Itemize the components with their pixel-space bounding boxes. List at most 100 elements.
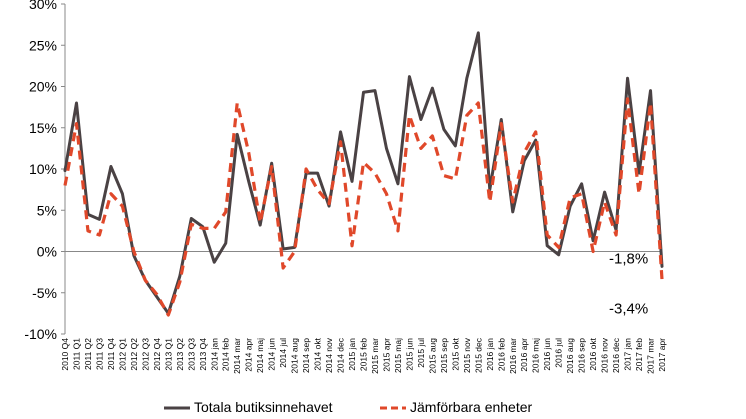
x-tick-label: 2016 okt [588,337,598,370]
data-point [270,162,272,164]
data-point [374,89,376,91]
x-tick-label: 2015 nov [462,337,472,373]
data-point [557,254,559,256]
data-point [328,205,330,207]
data-point [592,250,594,252]
data-point [661,265,663,267]
x-tick-label: 2013 Q4 [198,338,208,371]
data-point [98,218,100,220]
data-point [179,275,181,277]
x-tick-label: 2014 jul [278,338,288,368]
x-tick-label: 2011 Q1 [71,338,81,370]
data-point [64,169,66,171]
end-value-annotation: -1,8% [609,250,648,267]
legend-label: Jämförbara enheter [410,399,533,415]
data-point [110,193,112,195]
x-tick-label: 2015 okt [450,337,460,370]
x-tick-label: 2016 sep [577,338,587,373]
data-point [546,234,548,236]
data-point [339,141,341,143]
x-tick-label: 2016 mar [508,338,518,374]
x-tick-label: 2012 Q3 [140,338,150,371]
end-value-annotation: -3,4% [609,301,648,318]
x-tick-label: 2014 nov [324,337,334,373]
data-point [649,89,651,91]
data-point [156,293,158,295]
data-point [580,193,582,195]
data-point [202,227,204,229]
x-tick-label: 2016 maj [531,338,541,373]
data-point [500,122,502,124]
x-tick-label: 2014 sep [301,338,311,373]
x-tick-label: 2015 jan [347,338,357,371]
x-tick-label: 2014 jan [209,338,219,371]
data-point [477,102,479,104]
x-tick-label: 2015 aug [427,338,437,374]
data-point [385,147,387,149]
data-point [236,102,238,104]
y-tick-label: 15% [29,120,57,136]
data-point [362,91,364,93]
data-point [110,165,112,167]
x-tick-label: 2017 mar [646,338,656,374]
x-tick-label: 2013 Q3 [186,338,196,371]
data-point [270,165,272,167]
x-tick-label: 2016 jul [554,338,564,368]
y-tick-label: 30% [29,0,57,12]
x-tick-label: 2016 jun [542,338,552,371]
data-point [500,118,502,120]
data-point [512,201,514,203]
data-point [615,234,617,236]
data-point [408,114,410,116]
x-tick-label: 2017 apr [657,338,667,372]
x-tick-label: 2014 okt [313,337,323,370]
data-point [420,147,422,149]
data-point [316,172,318,174]
data-point [546,245,548,247]
data-point [167,314,169,316]
x-tick-label: 2016 jan [485,338,495,371]
x-tick-label: 2017 feb [634,338,644,371]
data-point [156,296,158,298]
data-point [408,75,410,77]
data-point [603,191,605,193]
x-tick-label: 2016 aug [565,338,575,374]
series-line-jamforbara [63,97,664,317]
data-point [397,230,399,232]
y-tick-label: 5% [37,202,57,218]
x-tick-label: 2014 dec [336,337,346,373]
data-point [443,174,445,176]
data-point [661,278,663,280]
annotations: -1,8% -3,4% [609,250,648,317]
x-tick-label: 2015 mar [370,338,380,374]
data-point [362,161,364,163]
data-point [466,114,468,116]
x-tick-label: 2016 feb [496,338,506,371]
data-point [649,102,651,104]
x-tick-label: 2014 jun [267,338,277,371]
x-tick-label: 2014 aug [290,338,300,374]
data-point [64,184,66,186]
series-lines [63,31,664,317]
x-tick-label: 2016 nov [600,337,610,373]
x-tick-label: 2010 Q4 [60,338,70,371]
data-point [225,211,227,213]
legend-item: Totala butiksinnehavet [164,399,333,415]
y-axis: -10% -5% 0% 5% 10% 15% 20% 25% 30% [24,0,66,342]
x-tick-label: 2013 Q1 [163,338,173,371]
data-point [466,77,468,79]
data-point [523,151,525,153]
data-point [247,180,249,182]
legend: Totala butiksinnehavet Jämförbara enheter [164,399,533,415]
x-tick-label: 2015 maj [393,338,403,373]
data-point [420,118,422,120]
x-tick-label: 2012 Q4 [152,338,162,371]
data-point [236,133,238,135]
data-point [282,267,284,269]
y-tick-label: 0% [37,244,57,260]
x-tick-label: 2011 Q4 [106,338,116,370]
data-point [133,250,135,252]
data-point [213,261,215,263]
x-tick-label: 2015 sep [439,338,449,373]
